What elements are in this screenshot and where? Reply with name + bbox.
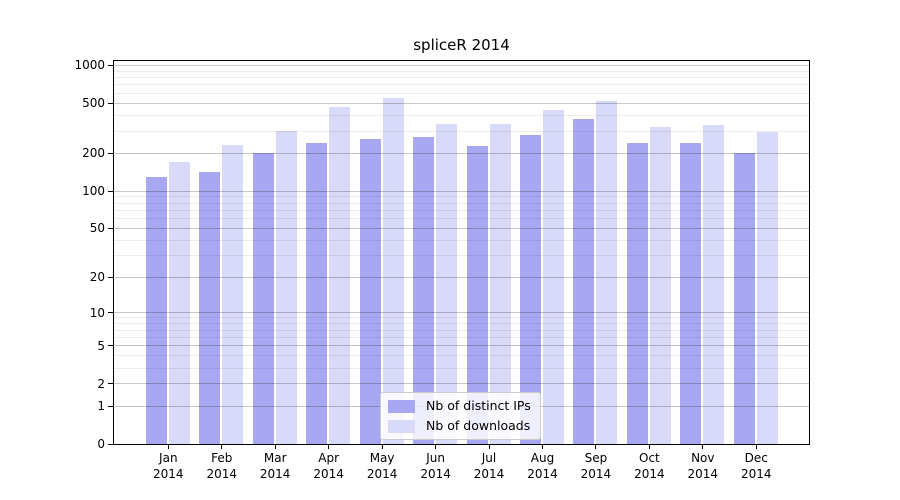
- legend-label-downloads: Nb of downloads: [426, 418, 531, 433]
- x-tick-mark: [488, 445, 490, 449]
- bar-downloads: [382, 98, 404, 444]
- x-tick-label: Nov 2014: [687, 451, 719, 481]
- legend-label-distinct-ips: Nb of distinct IPs: [426, 398, 531, 413]
- y-tick-mark: [108, 276, 113, 278]
- bar-downloads: [275, 130, 297, 444]
- x-tick-mark: [595, 445, 597, 449]
- legend-swatch-distinct-ips: [388, 399, 415, 413]
- bar-distinct-ips: [199, 171, 221, 444]
- x-tick-mark: [755, 445, 757, 449]
- bar-distinct-ips: [733, 152, 755, 444]
- y-tick-mark: [108, 227, 113, 229]
- x-tick-mark: [274, 445, 276, 449]
- bar-distinct-ips: [573, 118, 595, 444]
- bar-downloads: [542, 109, 564, 444]
- y-tick-label: 0: [97, 437, 105, 451]
- plot-area: Nb of distinct IPs Nb of downloads: [113, 60, 810, 445]
- x-tick-mark: [702, 445, 704, 449]
- bar-downloads: [329, 106, 351, 444]
- bar-distinct-ips: [359, 138, 381, 444]
- bar-distinct-ips: [466, 146, 488, 444]
- y-tick-label: 10: [89, 305, 105, 320]
- y-tick-mark: [108, 102, 113, 104]
- y-tick-mark: [108, 312, 113, 313]
- bar-distinct-ips: [252, 152, 274, 444]
- x-tick-mark: [542, 445, 543, 449]
- x-tick-label: Jan 2014: [153, 451, 184, 481]
- y-tick-mark: [108, 152, 113, 154]
- bar-downloads: [436, 124, 458, 444]
- y-tick-mark: [108, 345, 113, 347]
- y-tick-label: 1000: [74, 58, 105, 73]
- y-tick-label: 50: [89, 221, 105, 236]
- x-tick-mark: [435, 445, 437, 449]
- x-tick-mark: [167, 445, 169, 449]
- bar-distinct-ips: [413, 137, 435, 444]
- x-tick-label: Dec 2014: [741, 451, 772, 481]
- bar-downloads: [222, 145, 244, 444]
- bar-downloads: [489, 124, 511, 444]
- y-tick-mark: [108, 383, 113, 385]
- y-tick-mark: [108, 405, 113, 407]
- bar-downloads: [703, 124, 725, 444]
- bars-layer: [114, 61, 809, 444]
- bar-distinct-ips: [626, 142, 648, 444]
- x-tick-label: Jun 2014: [420, 451, 451, 481]
- bar-distinct-ips: [306, 143, 328, 444]
- x-tick-label: Apr 2014: [313, 451, 344, 481]
- chart-title: spliceR 2014: [413, 36, 510, 54]
- bar-downloads: [756, 132, 778, 444]
- y-tick-label: 20: [89, 270, 105, 285]
- x-tick-mark: [381, 445, 383, 449]
- x-tick-mark: [221, 445, 223, 449]
- y-tick-label: 2: [97, 376, 105, 391]
- y-tick-mark: [108, 190, 113, 192]
- x-tick-mark: [648, 445, 650, 449]
- bar-downloads: [649, 126, 671, 444]
- legend-swatch-downloads: [388, 419, 415, 433]
- y-tick-mark: [108, 443, 113, 445]
- x-tick-label: Jul 2014: [473, 451, 505, 481]
- y-tick-label: 1: [97, 399, 105, 413]
- bar-distinct-ips: [680, 142, 702, 444]
- bar-distinct-ips: [145, 176, 167, 444]
- x-tick-label: Oct 2014: [634, 451, 665, 481]
- bar-distinct-ips: [519, 134, 541, 444]
- legend-entry-distinct-ips: Nb of distinct IPs: [388, 399, 531, 413]
- x-tick-label: Sep 2014: [580, 451, 612, 481]
- y-tick-mark: [108, 64, 113, 66]
- bar-downloads: [596, 101, 618, 444]
- y-tick-label: 5: [97, 338, 105, 353]
- x-tick-mark: [328, 445, 330, 449]
- x-tick-label: Feb 2014: [206, 451, 238, 481]
- legend: Nb of distinct IPs Nb of downloads: [380, 392, 541, 440]
- bar-downloads: [168, 162, 190, 444]
- legend-entry-downloads: Nb of downloads: [388, 419, 531, 433]
- x-tick-label: May 2014: [366, 451, 398, 481]
- x-tick-label: Aug 2014: [527, 451, 558, 481]
- y-tick-label: 100: [82, 184, 105, 198]
- x-tick-label: Mar 2014: [259, 451, 291, 481]
- y-tick-label: 200: [82, 146, 105, 161]
- y-tick-label: 500: [82, 96, 105, 111]
